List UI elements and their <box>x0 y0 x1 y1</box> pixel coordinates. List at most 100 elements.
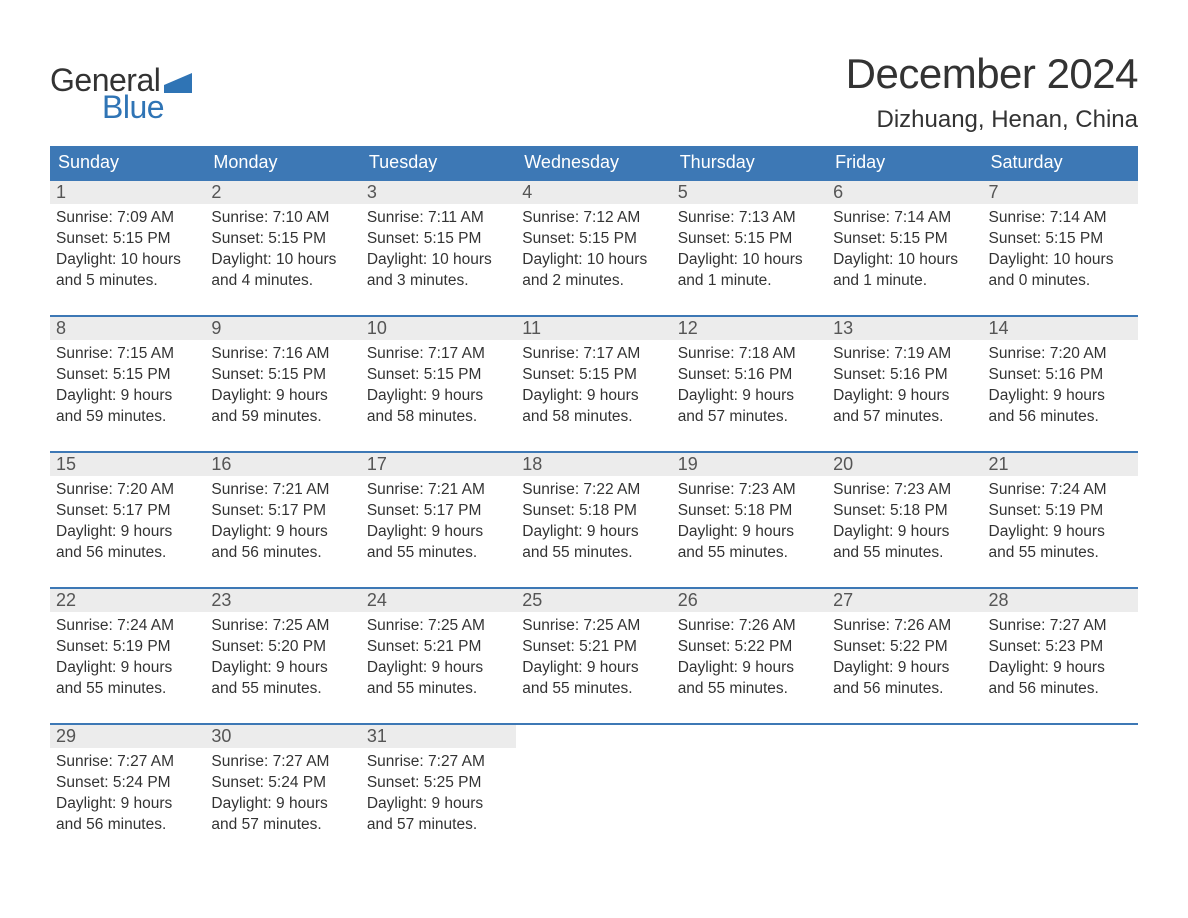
day-number: 6 <box>833 182 976 203</box>
day-d1: Daylight: 9 hours <box>367 386 510 407</box>
day-d1: Daylight: 9 hours <box>678 386 821 407</box>
month-title: December 2024 <box>846 50 1138 98</box>
weekday-friday: Friday <box>827 146 982 179</box>
day-d2: and 1 minute. <box>833 271 976 292</box>
day-number: 11 <box>522 318 665 339</box>
day-sunset: Sunset: 5:15 PM <box>367 229 510 250</box>
day-sunrise: Sunrise: 7:27 AM <box>56 752 199 773</box>
day-d2: and 4 minutes. <box>211 271 354 292</box>
day-number-bg: 4 <box>516 181 671 204</box>
day-d2: and 58 minutes. <box>522 407 665 428</box>
day-content: Sunrise: 7:19 AMSunset: 5:16 PMDaylight:… <box>827 340 982 432</box>
day-d2: and 57 minutes. <box>678 407 821 428</box>
day-content: Sunrise: 7:12 AMSunset: 5:15 PMDaylight:… <box>516 204 671 296</box>
day-number-bg: 21 <box>983 453 1138 476</box>
day-content: Sunrise: 7:09 AMSunset: 5:15 PMDaylight:… <box>50 204 205 296</box>
day-content: Sunrise: 7:27 AMSunset: 5:24 PMDaylight:… <box>205 748 360 840</box>
day-number-bg: 26 <box>672 589 827 612</box>
day-number-bg: 8 <box>50 317 205 340</box>
day-cell: 21Sunrise: 7:24 AMSunset: 5:19 PMDayligh… <box>983 453 1138 573</box>
week-row: 8Sunrise: 7:15 AMSunset: 5:15 PMDaylight… <box>50 315 1138 437</box>
day-d2: and 56 minutes. <box>56 815 199 836</box>
day-number-bg: 7 <box>983 181 1138 204</box>
day-d1: Daylight: 9 hours <box>367 658 510 679</box>
day-cell: 11Sunrise: 7:17 AMSunset: 5:15 PMDayligh… <box>516 317 671 437</box>
weekday-saturday: Saturday <box>983 146 1138 179</box>
day-number-bg: 10 <box>361 317 516 340</box>
day-d2: and 5 minutes. <box>56 271 199 292</box>
day-sunset: Sunset: 5:17 PM <box>367 501 510 522</box>
day-cell: 2Sunrise: 7:10 AMSunset: 5:15 PMDaylight… <box>205 181 360 301</box>
day-content: Sunrise: 7:25 AMSunset: 5:21 PMDaylight:… <box>361 612 516 704</box>
day-number-bg: 11 <box>516 317 671 340</box>
day-number: 29 <box>56 726 199 747</box>
day-d2: and 3 minutes. <box>367 271 510 292</box>
day-number: 20 <box>833 454 976 475</box>
day-d2: and 56 minutes. <box>833 679 976 700</box>
day-number: 17 <box>367 454 510 475</box>
day-d2: and 55 minutes. <box>522 543 665 564</box>
day-number-bg: 5 <box>672 181 827 204</box>
day-sunset: Sunset: 5:17 PM <box>211 501 354 522</box>
day-d2: and 55 minutes. <box>522 679 665 700</box>
day-d2: and 55 minutes. <box>678 679 821 700</box>
day-cell <box>827 725 982 845</box>
day-sunset: Sunset: 5:18 PM <box>678 501 821 522</box>
day-number: 31 <box>367 726 510 747</box>
day-d1: Daylight: 9 hours <box>56 386 199 407</box>
day-cell: 27Sunrise: 7:26 AMSunset: 5:22 PMDayligh… <box>827 589 982 709</box>
day-sunset: Sunset: 5:24 PM <box>56 773 199 794</box>
day-sunrise: Sunrise: 7:26 AM <box>833 616 976 637</box>
day-sunset: Sunset: 5:21 PM <box>522 637 665 658</box>
day-sunrise: Sunrise: 7:17 AM <box>522 344 665 365</box>
day-number: 28 <box>989 590 1132 611</box>
day-d1: Daylight: 9 hours <box>833 658 976 679</box>
day-sunset: Sunset: 5:15 PM <box>833 229 976 250</box>
day-content: Sunrise: 7:21 AMSunset: 5:17 PMDaylight:… <box>361 476 516 568</box>
day-sunrise: Sunrise: 7:14 AM <box>989 208 1132 229</box>
day-d2: and 59 minutes. <box>211 407 354 428</box>
day-sunrise: Sunrise: 7:16 AM <box>211 344 354 365</box>
day-sunset: Sunset: 5:18 PM <box>522 501 665 522</box>
weeks-container: 1Sunrise: 7:09 AMSunset: 5:15 PMDaylight… <box>50 179 1138 845</box>
day-d2: and 55 minutes. <box>989 543 1132 564</box>
day-sunrise: Sunrise: 7:22 AM <box>522 480 665 501</box>
day-cell: 28Sunrise: 7:27 AMSunset: 5:23 PMDayligh… <box>983 589 1138 709</box>
day-sunrise: Sunrise: 7:18 AM <box>678 344 821 365</box>
day-number: 13 <box>833 318 976 339</box>
day-cell: 7Sunrise: 7:14 AMSunset: 5:15 PMDaylight… <box>983 181 1138 301</box>
day-number-bg: 13 <box>827 317 982 340</box>
day-number-bg: 12 <box>672 317 827 340</box>
day-d2: and 57 minutes. <box>833 407 976 428</box>
day-sunrise: Sunrise: 7:19 AM <box>833 344 976 365</box>
day-content: Sunrise: 7:23 AMSunset: 5:18 PMDaylight:… <box>827 476 982 568</box>
day-sunrise: Sunrise: 7:13 AM <box>678 208 821 229</box>
day-d2: and 56 minutes. <box>56 543 199 564</box>
day-sunrise: Sunrise: 7:20 AM <box>56 480 199 501</box>
day-content: Sunrise: 7:24 AMSunset: 5:19 PMDaylight:… <box>50 612 205 704</box>
day-d1: Daylight: 9 hours <box>522 658 665 679</box>
day-number: 4 <box>522 182 665 203</box>
day-sunset: Sunset: 5:24 PM <box>211 773 354 794</box>
day-cell: 30Sunrise: 7:27 AMSunset: 5:24 PMDayligh… <box>205 725 360 845</box>
day-d2: and 59 minutes. <box>56 407 199 428</box>
day-cell: 20Sunrise: 7:23 AMSunset: 5:18 PMDayligh… <box>827 453 982 573</box>
day-number-bg: 24 <box>361 589 516 612</box>
day-d1: Daylight: 9 hours <box>522 522 665 543</box>
week-row: 15Sunrise: 7:20 AMSunset: 5:17 PMDayligh… <box>50 451 1138 573</box>
day-content: Sunrise: 7:22 AMSunset: 5:18 PMDaylight:… <box>516 476 671 568</box>
day-number: 12 <box>678 318 821 339</box>
day-d2: and 2 minutes. <box>522 271 665 292</box>
day-sunset: Sunset: 5:15 PM <box>522 365 665 386</box>
day-sunset: Sunset: 5:15 PM <box>367 365 510 386</box>
day-cell: 22Sunrise: 7:24 AMSunset: 5:19 PMDayligh… <box>50 589 205 709</box>
logo-text-blue: Blue <box>102 89 164 126</box>
day-number: 9 <box>211 318 354 339</box>
day-sunset: Sunset: 5:22 PM <box>678 637 821 658</box>
day-d2: and 55 minutes. <box>367 679 510 700</box>
day-sunrise: Sunrise: 7:09 AM <box>56 208 199 229</box>
day-sunset: Sunset: 5:15 PM <box>56 365 199 386</box>
day-number: 26 <box>678 590 821 611</box>
day-number-bg: 22 <box>50 589 205 612</box>
logo: General Blue <box>50 50 192 126</box>
